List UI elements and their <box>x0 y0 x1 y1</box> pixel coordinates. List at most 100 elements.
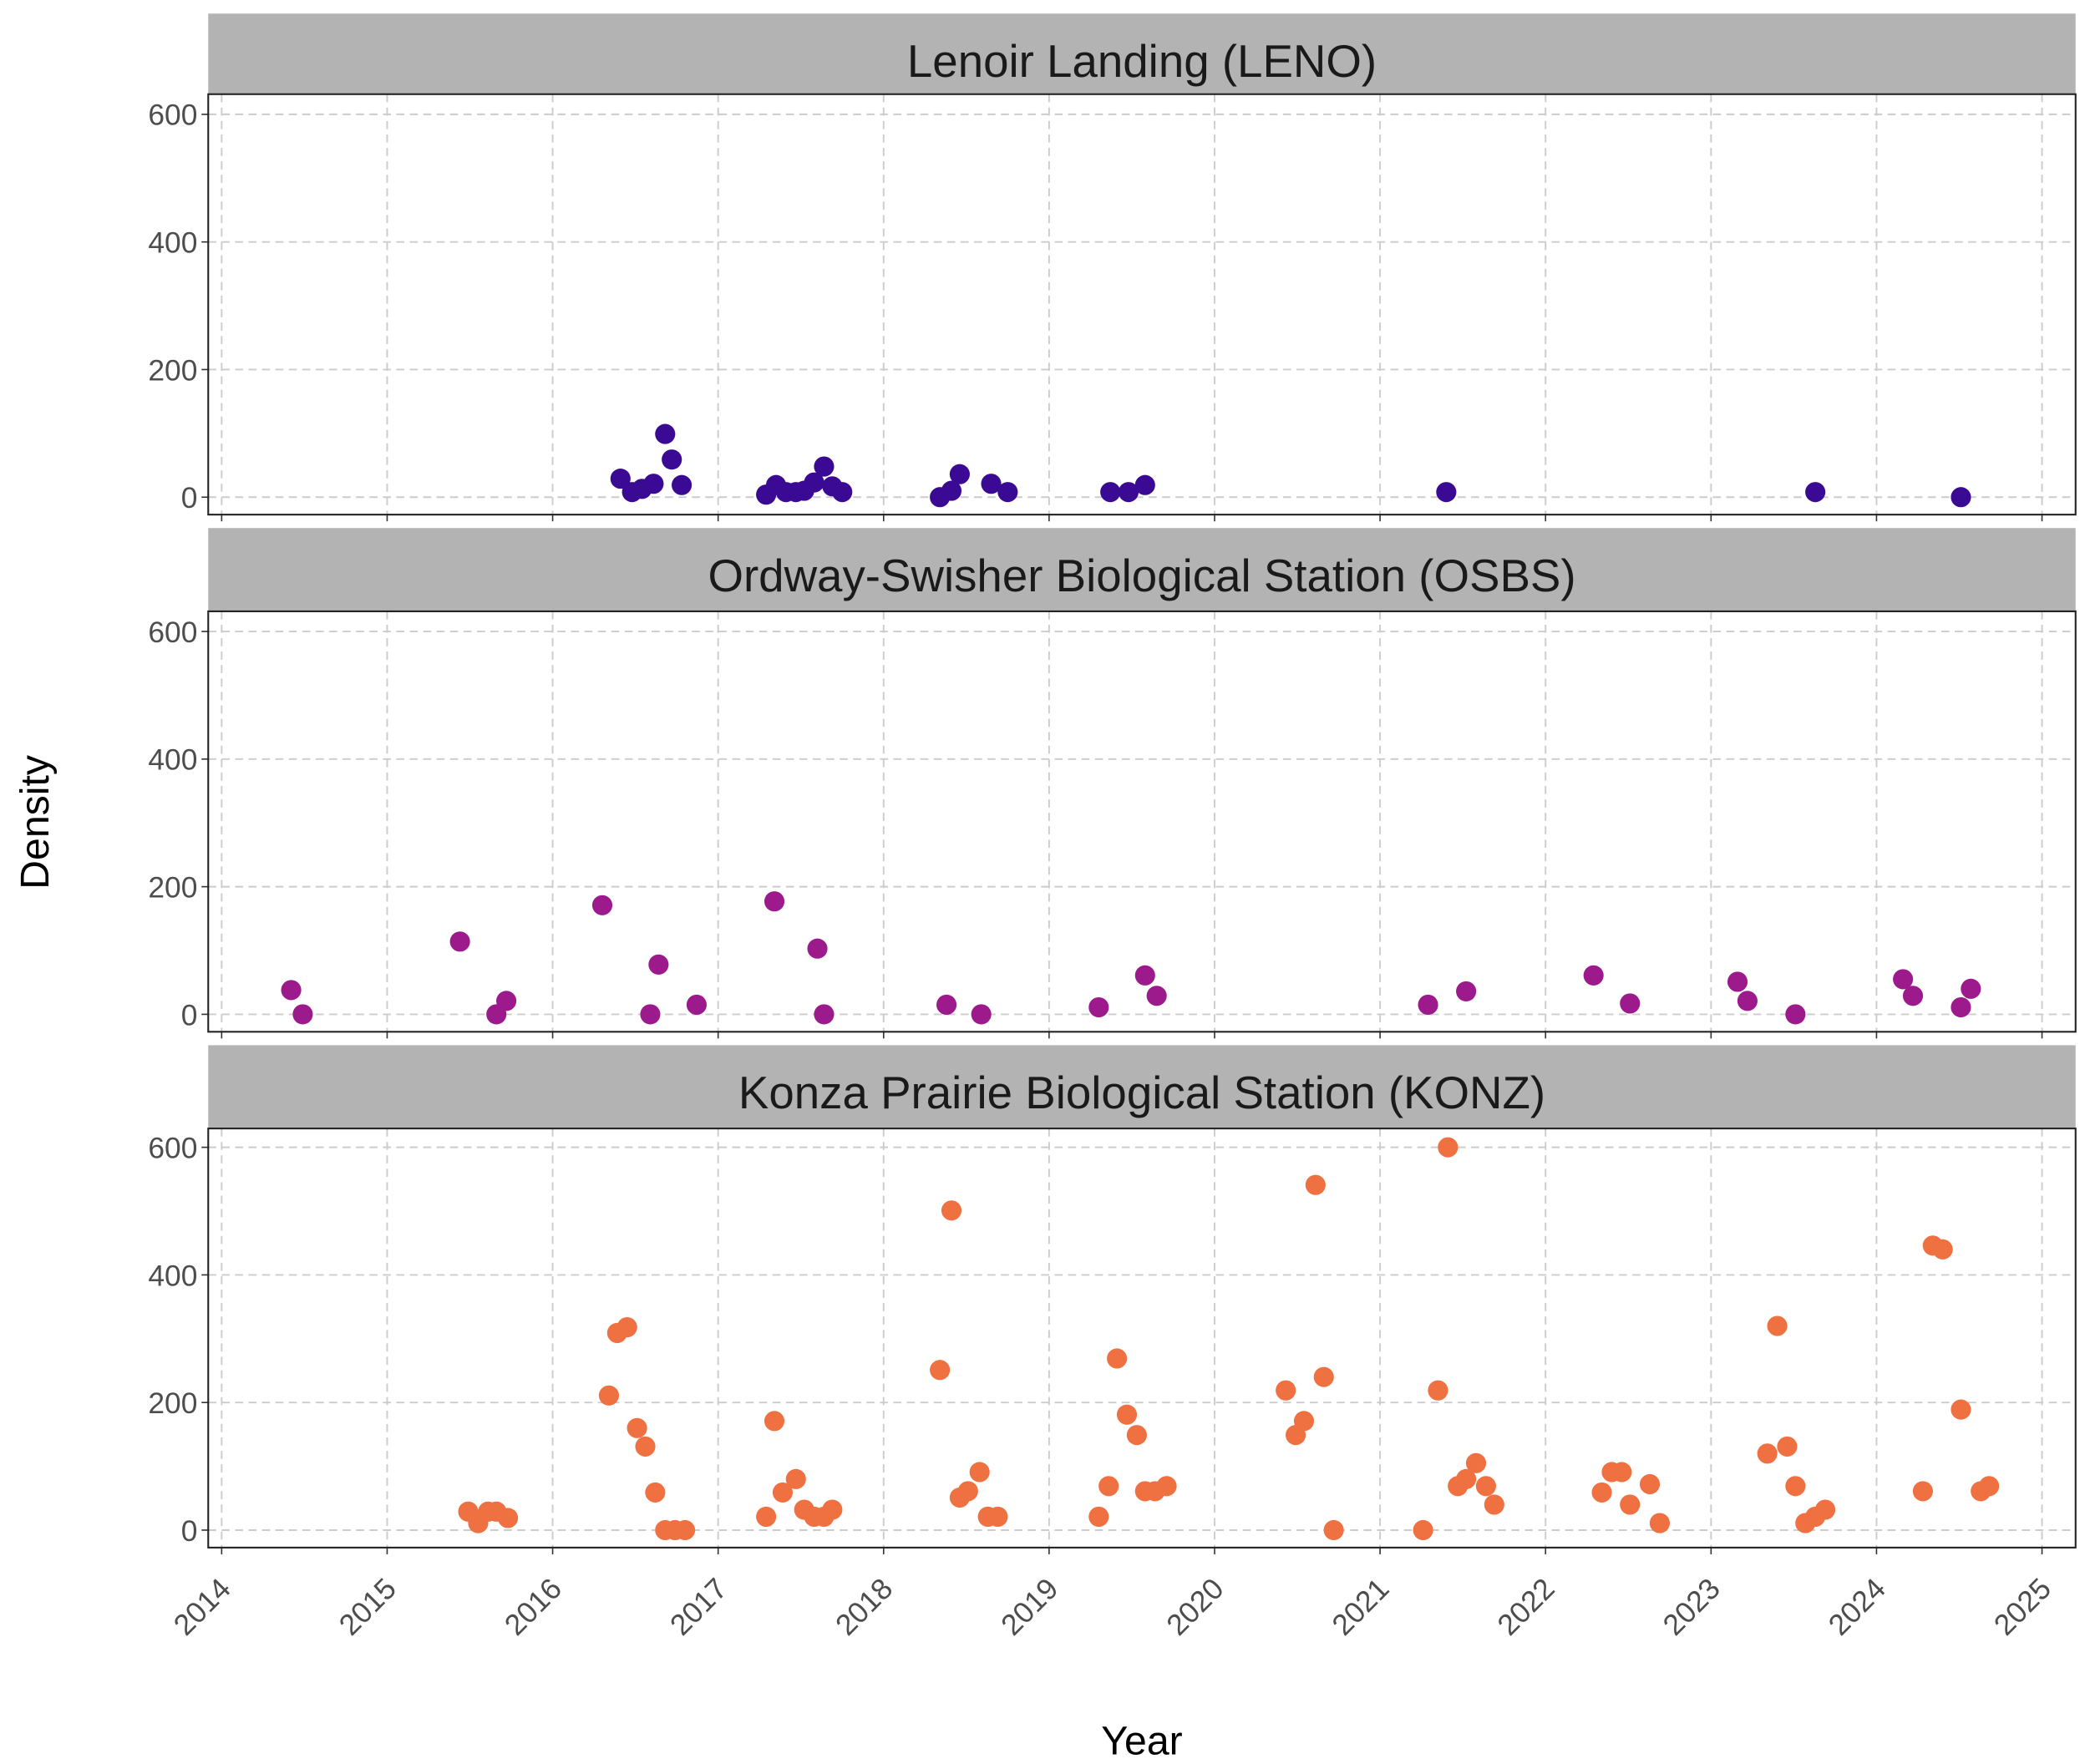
data-point <box>648 954 669 975</box>
data-point <box>1814 1499 1836 1520</box>
y-tick-label: 600 <box>148 616 197 649</box>
data-point <box>616 1316 637 1338</box>
data-point <box>598 1385 619 1406</box>
data-point <box>1428 1380 1448 1401</box>
data-point <box>941 1200 962 1221</box>
panel-2: Konza Prairie Biological Station (KONZ) 0… <box>148 1045 2077 1642</box>
data-point <box>1639 1473 1661 1495</box>
panel-border <box>207 1128 2077 1549</box>
panel-border <box>207 93 2077 516</box>
data-point <box>1475 1476 1496 1497</box>
data-point <box>1465 1452 1487 1473</box>
panel-title: Konza Prairie Biological Station (KONZ) <box>738 1067 1545 1118</box>
data-point <box>1134 474 1155 495</box>
y-tick-label: 400 <box>148 744 197 777</box>
data-point <box>756 1506 777 1527</box>
data-point <box>591 895 613 915</box>
data-point <box>1611 1462 1632 1483</box>
data-point <box>498 1508 519 1528</box>
data-point <box>1134 965 1155 986</box>
data-point <box>832 482 853 503</box>
data-point <box>1088 1506 1109 1527</box>
data-point <box>627 1417 647 1438</box>
data-point <box>1893 969 1914 990</box>
data-point <box>1620 1494 1641 1515</box>
data-point <box>804 472 824 493</box>
data-point <box>1276 1380 1296 1401</box>
data-point <box>1456 981 1477 1001</box>
panel-border <box>207 610 2077 1033</box>
data-point <box>1100 482 1121 503</box>
data-point <box>1785 1004 1806 1025</box>
y-tick-label: 400 <box>148 1260 197 1292</box>
x-tick-label: 2025 <box>1988 1572 2057 1641</box>
y-tick-label: 200 <box>148 1387 197 1420</box>
data-point <box>814 1004 835 1025</box>
data-point <box>1591 1482 1612 1503</box>
y-tick-label: 0 <box>181 482 198 514</box>
x-tick-label: 2015 <box>333 1572 403 1641</box>
data-point <box>1767 1315 1788 1336</box>
data-point <box>292 1004 313 1025</box>
data-point <box>822 1499 843 1520</box>
panel-1: Ordway-Swisher Biological Station (OSBS)… <box>148 528 2077 1039</box>
y-tick-label: 400 <box>148 227 197 260</box>
data-point <box>1757 1443 1778 1464</box>
data-point <box>1438 1137 1458 1158</box>
panel-0: Lenoir Landing (LENO) 0 200 400 600 <box>148 13 2077 522</box>
data-point <box>1979 1476 2000 1497</box>
data-point <box>1484 1494 1504 1515</box>
data-point <box>449 931 470 952</box>
panel-title: Lenoir Landing (LENO) <box>907 35 1377 87</box>
data-point <box>772 1482 794 1503</box>
panel-title: Ordway-Swisher Biological Station (OSBS) <box>708 550 1575 601</box>
y-tick-label: 600 <box>148 1132 197 1164</box>
data-point <box>981 474 1002 494</box>
data-point <box>281 980 302 1001</box>
data-point <box>1951 1399 1971 1420</box>
data-point <box>997 482 1018 503</box>
data-point <box>645 1482 666 1503</box>
data-point <box>1649 1513 1670 1533</box>
data-point <box>1116 1404 1138 1425</box>
data-point <box>674 1519 696 1541</box>
y-tick-label: 200 <box>148 354 197 387</box>
y-tick-label: 200 <box>148 871 197 904</box>
data-point <box>1951 996 1971 1018</box>
data-point <box>1323 1519 1344 1541</box>
data-point <box>1293 1411 1315 1432</box>
data-point <box>1902 986 1924 1006</box>
y-tick-label: 0 <box>181 1515 198 1548</box>
x-tick-label: 2018 <box>829 1572 899 1641</box>
data-point <box>1088 996 1109 1018</box>
x-tick-label: 2017 <box>664 1572 733 1641</box>
x-tick-label: 2024 <box>1823 1572 1892 1641</box>
data-point <box>1118 482 1139 503</box>
data-point <box>1126 1425 1147 1446</box>
data-point <box>1951 487 1971 508</box>
data-point <box>785 1468 806 1489</box>
data-point <box>1413 1519 1433 1541</box>
data-point <box>1727 971 1748 992</box>
plot-area <box>208 1128 2076 1548</box>
data-point <box>971 1004 992 1025</box>
data-point <box>1146 986 1167 1006</box>
data-point <box>1777 1436 1798 1457</box>
data-point <box>672 474 692 495</box>
data-point <box>1436 482 1457 503</box>
y-tick-label: 600 <box>148 99 197 132</box>
data-point <box>655 423 676 444</box>
data-point <box>763 891 785 912</box>
data-point <box>686 994 707 1016</box>
data-point <box>1785 1476 1806 1497</box>
data-point <box>1456 1468 1477 1489</box>
data-point <box>1305 1174 1326 1195</box>
data-point <box>1107 1348 1128 1369</box>
x-tick-label: 2014 <box>168 1572 237 1641</box>
data-point <box>1313 1366 1334 1387</box>
x-tick-label: 2016 <box>499 1572 568 1641</box>
data-point <box>635 1436 656 1457</box>
data-point <box>941 480 962 501</box>
data-point <box>763 1411 785 1432</box>
